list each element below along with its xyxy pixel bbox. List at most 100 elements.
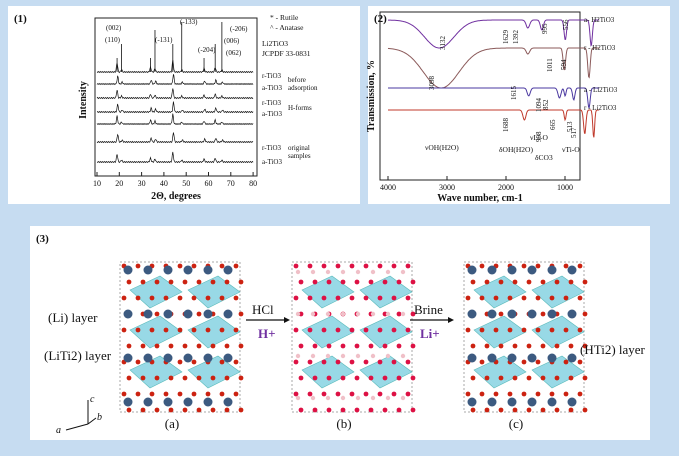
- oxygen: [526, 407, 532, 413]
- x-tick-label: 60: [205, 179, 213, 188]
- oxygen: [168, 279, 174, 285]
- oxygen: [396, 343, 402, 349]
- octahedra: [531, 315, 585, 349]
- lithium: [183, 309, 193, 319]
- oxygen: [363, 391, 369, 397]
- peak-label: (002): [106, 24, 122, 32]
- oxygen: [233, 391, 239, 397]
- lithium: [507, 353, 517, 363]
- oxygen: [582, 375, 588, 381]
- group-label: before: [288, 76, 306, 84]
- oxygen: [563, 327, 569, 333]
- oxygen: [498, 311, 504, 317]
- legend-text: ^ - Anatase: [270, 23, 304, 32]
- trace-label: a-TiO3: [262, 158, 282, 166]
- trace-label: a - Li2TiO3: [584, 86, 618, 94]
- oxygen: [549, 295, 555, 301]
- oxygen: [126, 343, 132, 349]
- hydrogen: [340, 353, 346, 359]
- oxygen: [321, 391, 327, 397]
- axes-frame: [94, 17, 258, 177]
- hydrogen: [370, 353, 376, 359]
- oxygen: [191, 327, 197, 333]
- oxygen: [224, 279, 230, 285]
- oxygen: [470, 343, 476, 349]
- oxygen: [140, 343, 146, 349]
- oxygen: [396, 375, 402, 381]
- x-tick-label: 20: [115, 179, 123, 188]
- cell-outline: [119, 261, 241, 413]
- group-label: original: [288, 144, 310, 152]
- hydrogen: [355, 311, 361, 317]
- lithium: [467, 309, 477, 319]
- peak-label: 556: [562, 19, 570, 30]
- oxygen: [540, 407, 546, 413]
- lithium: [143, 265, 153, 275]
- oxygen: [465, 327, 471, 333]
- lithium: [163, 353, 173, 363]
- oxygen: [298, 279, 304, 285]
- oxygen: [168, 375, 174, 381]
- structure-label: (c): [509, 416, 523, 431]
- hydrogen: [355, 353, 361, 359]
- peak-label: 1392: [512, 30, 520, 45]
- oxygen: [540, 375, 546, 381]
- oxygen: [326, 343, 332, 349]
- oxygen: [335, 391, 341, 397]
- oxygen: [135, 327, 141, 333]
- oxygen: [498, 375, 504, 381]
- axes-frame: [379, 11, 581, 181]
- oxygen: [582, 407, 588, 413]
- octahedra: [129, 315, 183, 349]
- oxygen: [154, 375, 160, 381]
- oxygen: [391, 327, 397, 333]
- oxygen: [391, 391, 397, 397]
- panel-1: [8, 6, 360, 204]
- oxygen: [238, 407, 244, 413]
- oxygen: [196, 279, 202, 285]
- octahedra: [301, 315, 355, 349]
- oxygen: [377, 359, 383, 365]
- hydrogen: [355, 395, 361, 401]
- oxygen: [470, 375, 476, 381]
- oxygen: [549, 391, 555, 397]
- oxygen: [577, 327, 583, 333]
- oxygen: [154, 343, 160, 349]
- octahedra: [473, 315, 527, 349]
- oxygen: [219, 359, 225, 365]
- group-label: samples: [288, 152, 311, 160]
- xrd-trace: [96, 132, 254, 144]
- oxygen: [563, 295, 569, 301]
- lithium: [487, 265, 497, 275]
- x-tick-label: 2000: [498, 183, 514, 192]
- peak-label: 513: [566, 121, 574, 132]
- oxygen: [563, 391, 569, 397]
- oxygen: [224, 343, 230, 349]
- oxygen: [154, 407, 160, 413]
- hydrogen: [325, 269, 331, 275]
- oxygen: [507, 327, 513, 333]
- lithium: [163, 265, 173, 275]
- oxygen: [470, 279, 476, 285]
- layer-label: (HTi2) layer: [580, 342, 646, 357]
- oxygen: [410, 279, 416, 285]
- oxygen: [577, 391, 583, 397]
- hydrogen: [325, 311, 331, 317]
- oxygen: [126, 279, 132, 285]
- oxygen: [238, 343, 244, 349]
- oxygen: [135, 263, 141, 269]
- oxygen: [479, 327, 485, 333]
- oxygen: [410, 375, 416, 381]
- oxygen: [154, 279, 160, 285]
- oxygen: [521, 359, 527, 365]
- hydrogen: [310, 395, 316, 401]
- oxygen: [382, 407, 388, 413]
- axis-label: a: [56, 425, 61, 436]
- panel-label: (2): [374, 13, 387, 25]
- oxygen: [363, 263, 369, 269]
- peak-label: (-133): [180, 18, 198, 26]
- lithium: [223, 397, 233, 407]
- oxygen: [479, 359, 485, 365]
- peak-label: 998: [535, 131, 543, 142]
